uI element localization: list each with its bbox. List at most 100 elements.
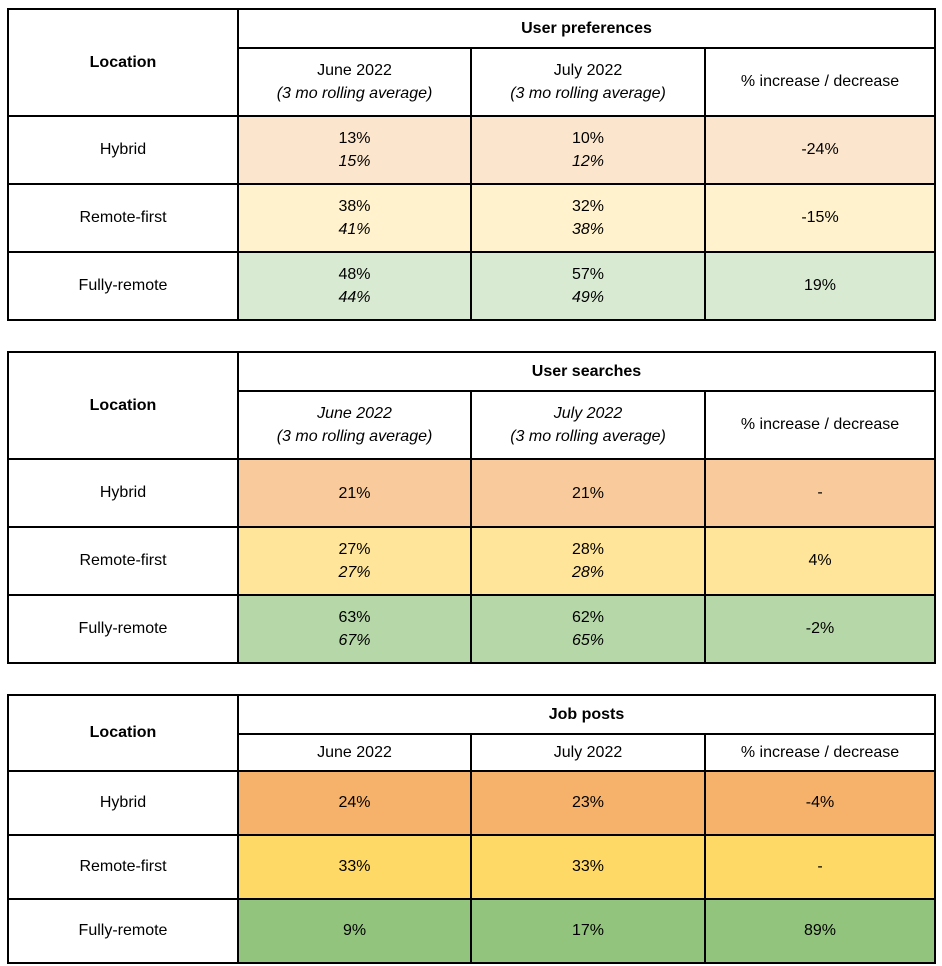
change-header-cell: % increase / decrease — [704, 733, 936, 772]
table-row-remote-first: Remote-first 33% 33% - — [7, 834, 936, 900]
rolling-average-note: (3 mo rolling average) — [276, 85, 433, 102]
value-average: 65% — [571, 632, 605, 649]
table-row-fully-remote: Fully-remote 9% 17% 89% — [7, 898, 936, 964]
table-job-posts: Location Job posts June 2022 July 2022 %… — [7, 694, 936, 964]
change-cell: -24% — [704, 115, 936, 185]
table-user-preferences: Location User preferences June 2022 (3 m… — [7, 8, 936, 321]
location-cell: Remote-first — [7, 834, 239, 900]
value-primary: 63% — [338, 609, 371, 626]
table-row-remote-first: Remote-first 38% 41% 32% 38% -15% — [7, 183, 936, 253]
location-cell: Remote-first — [7, 526, 239, 596]
change-cell: -2% — [704, 594, 936, 664]
value-primary: 10% — [571, 130, 605, 147]
value-cell-june: 9% — [237, 898, 472, 964]
location-header-cell: Location — [7, 694, 239, 772]
month-label: July 2022 — [553, 62, 623, 79]
table-row-hybrid: Hybrid 21% 21% - — [7, 458, 936, 528]
change-header-cell: % increase / decrease — [704, 47, 936, 117]
value-cell-june: 38% 41% — [237, 183, 472, 253]
table-row-fully-remote: Fully-remote 63% 67% 62% 65% -2% — [7, 594, 936, 664]
value-cell-july: 17% — [470, 898, 706, 964]
june-header-cell: June 2022 — [237, 733, 472, 772]
location-cell: Hybrid — [7, 458, 239, 528]
location-cell: Hybrid — [7, 770, 239, 836]
change-cell: - — [704, 834, 936, 900]
value-primary: 21% — [571, 484, 605, 502]
value-cell-july: 23% — [470, 770, 706, 836]
value-cell-june: 33% — [237, 834, 472, 900]
rolling-average-note: (3 mo rolling average) — [276, 428, 433, 445]
value-average: 12% — [571, 153, 605, 170]
june-header-cell: June 2022 (3 mo rolling average) — [237, 390, 472, 460]
value-average: 38% — [571, 221, 605, 238]
value-primary: 21% — [338, 484, 371, 502]
value-primary: 32% — [571, 198, 605, 215]
table-title-cell: Job posts — [237, 694, 936, 735]
table-row: June 2022 July 2022 % increase / decreas… — [8, 733, 936, 772]
location-cell: Fully-remote — [7, 251, 239, 321]
value-cell-july: 21% — [470, 458, 706, 528]
value-primary: 57% — [571, 266, 605, 283]
value-average: 27% — [338, 564, 371, 581]
change-cell: 19% — [704, 251, 936, 321]
value-primary: 62% — [571, 609, 605, 626]
table-title-cell: User searches — [237, 351, 936, 392]
location-header-cell: Location — [7, 8, 239, 117]
value-average: 41% — [338, 221, 371, 238]
table-row-hybrid: Hybrid 24% 23% -4% — [7, 770, 936, 836]
table-row: June 2022 (3 mo rolling average) July 20… — [8, 390, 936, 460]
change-cell: - — [704, 458, 936, 528]
july-header-cell: July 2022 (3 mo rolling average) — [470, 390, 706, 460]
value-primary: 27% — [338, 541, 371, 558]
value-cell-july: 57% 49% — [470, 251, 706, 321]
table-row: June 2022 (3 mo rolling average) July 20… — [8, 47, 936, 117]
value-average: 44% — [338, 289, 371, 306]
month-label: July 2022 — [553, 405, 623, 422]
table-title-cell: User preferences — [237, 8, 936, 49]
month-label: June 2022 — [317, 62, 392, 79]
value-average: 15% — [338, 153, 371, 170]
value-cell-july: 10% 12% — [470, 115, 706, 185]
change-cell: -15% — [704, 183, 936, 253]
table-row: Location User preferences — [7, 8, 936, 117]
rolling-average-note: (3 mo rolling average) — [510, 85, 666, 102]
value-cell-june: 13% 15% — [237, 115, 472, 185]
location-cell: Hybrid — [7, 115, 239, 185]
value-cell-june: 48% 44% — [237, 251, 472, 321]
value-average: 49% — [571, 289, 605, 306]
change-header-cell: % increase / decrease — [704, 390, 936, 460]
value-average: 28% — [571, 564, 605, 581]
june-header-cell: June 2022 (3 mo rolling average) — [237, 47, 472, 117]
value-cell-july: 28% 28% — [470, 526, 706, 596]
value-cell-july: 32% 38% — [470, 183, 706, 253]
location-cell: Fully-remote — [7, 898, 239, 964]
value-primary: 28% — [571, 541, 605, 558]
table-row: Location User searches — [7, 351, 936, 460]
table-row-remote-first: Remote-first 27% 27% 28% 28% 4% — [7, 526, 936, 596]
month-label: June 2022 — [317, 405, 392, 422]
value-primary: 48% — [338, 266, 371, 283]
location-cell: Fully-remote — [7, 594, 239, 664]
table-row-hybrid: Hybrid 13% 15% 10% 12% -24% — [7, 115, 936, 185]
value-average: 67% — [338, 632, 371, 649]
value-cell-june: 21% — [237, 458, 472, 528]
july-header-cell: July 2022 — [470, 733, 706, 772]
change-cell: 4% — [704, 526, 936, 596]
value-cell-june: 24% — [237, 770, 472, 836]
table-user-searches: Location User searches June 2022 (3 mo r… — [7, 351, 936, 664]
rolling-average-note: (3 mo rolling average) — [510, 428, 666, 445]
value-cell-july: 62% 65% — [470, 594, 706, 664]
location-cell: Remote-first — [7, 183, 239, 253]
july-header-cell: July 2022 (3 mo rolling average) — [470, 47, 706, 117]
change-cell: -4% — [704, 770, 936, 836]
table-row-fully-remote: Fully-remote 48% 44% 57% 49% 19% — [7, 251, 936, 321]
value-cell-june: 63% 67% — [237, 594, 472, 664]
month-label: July 2022 — [553, 744, 623, 761]
table-row: Location Job posts — [7, 694, 936, 772]
value-cell-july: 33% — [470, 834, 706, 900]
value-primary: 13% — [338, 130, 371, 147]
location-header-cell: Location — [7, 351, 239, 460]
change-cell: 89% — [704, 898, 936, 964]
value-primary: 38% — [338, 198, 371, 215]
